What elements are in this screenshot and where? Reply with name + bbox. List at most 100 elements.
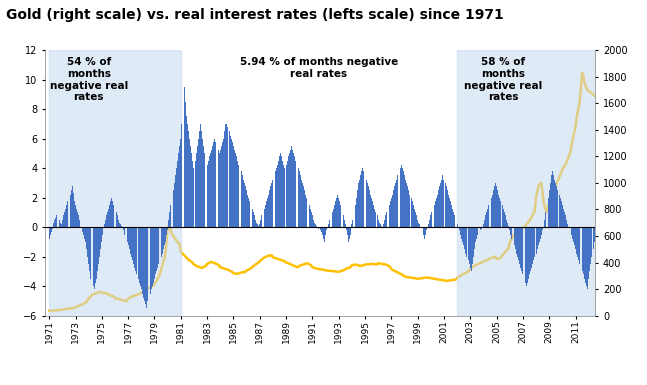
Bar — [121, 226, 122, 227]
Bar — [77, 213, 78, 227]
Bar — [278, 161, 279, 227]
Bar — [78, 215, 80, 227]
Bar — [404, 176, 405, 227]
Bar — [168, 220, 170, 227]
Bar — [561, 201, 562, 227]
Bar — [99, 227, 100, 257]
Bar — [473, 227, 474, 257]
Bar — [441, 180, 442, 227]
Bar — [455, 220, 457, 227]
Bar — [258, 226, 259, 227]
Bar — [192, 161, 193, 227]
Bar — [66, 205, 67, 227]
Bar — [395, 183, 396, 227]
Bar — [269, 190, 270, 227]
Bar — [443, 180, 444, 227]
Bar — [108, 209, 109, 227]
Bar — [232, 142, 233, 227]
Bar — [466, 227, 467, 257]
Bar — [296, 165, 298, 227]
Bar — [349, 227, 350, 239]
Bar — [277, 165, 278, 227]
Bar — [198, 139, 199, 227]
Bar — [366, 180, 367, 227]
Bar — [75, 205, 76, 227]
Bar — [93, 227, 94, 286]
Bar — [301, 180, 302, 227]
Bar — [96, 227, 97, 279]
Bar — [444, 183, 446, 227]
Bar — [87, 227, 88, 257]
Bar — [510, 227, 511, 234]
Bar — [335, 201, 336, 227]
Bar — [141, 227, 142, 289]
Bar — [201, 131, 202, 227]
Bar — [361, 171, 362, 227]
Bar — [587, 227, 588, 289]
Bar — [534, 227, 536, 257]
Bar — [558, 195, 560, 227]
Bar — [594, 227, 595, 242]
Bar — [228, 131, 230, 227]
Bar — [53, 223, 54, 227]
Bar — [531, 227, 532, 268]
Bar — [429, 220, 430, 227]
Bar — [541, 227, 542, 234]
Bar — [281, 156, 282, 227]
Bar — [362, 168, 363, 227]
Bar — [477, 227, 478, 234]
Bar — [211, 151, 212, 227]
Bar — [499, 198, 500, 227]
Bar — [450, 201, 451, 227]
Bar — [49, 50, 181, 316]
Bar — [242, 176, 243, 227]
Bar — [153, 227, 154, 283]
Bar — [307, 201, 309, 227]
Bar — [520, 227, 521, 268]
Bar — [270, 186, 271, 227]
Bar — [187, 124, 188, 227]
Bar — [105, 215, 107, 227]
Bar — [430, 215, 432, 227]
Bar — [235, 153, 236, 227]
Bar — [485, 215, 486, 227]
Bar — [490, 198, 492, 227]
Bar — [326, 227, 327, 230]
Bar — [497, 190, 498, 227]
Bar — [504, 213, 505, 227]
Bar — [392, 195, 393, 227]
Bar — [217, 151, 219, 227]
Bar — [415, 213, 416, 227]
Bar — [472, 227, 473, 264]
Bar — [282, 161, 283, 227]
Bar — [347, 227, 348, 234]
Bar — [261, 215, 263, 227]
Bar — [332, 213, 333, 227]
Bar — [355, 205, 356, 227]
Bar — [597, 227, 598, 231]
Bar — [222, 142, 223, 227]
Bar — [418, 223, 419, 227]
Bar — [324, 227, 325, 242]
Bar — [81, 224, 82, 227]
Bar — [311, 213, 312, 227]
Bar — [556, 186, 557, 227]
Bar — [231, 139, 232, 227]
Bar — [107, 213, 108, 227]
Bar — [233, 146, 234, 227]
Bar — [586, 227, 587, 286]
Bar — [264, 209, 265, 227]
Bar — [244, 183, 245, 227]
Bar — [563, 209, 564, 227]
Bar — [245, 186, 246, 227]
Bar — [449, 198, 450, 227]
Bar — [447, 190, 448, 227]
Bar — [208, 161, 209, 227]
Bar — [59, 220, 60, 227]
Bar — [562, 205, 563, 227]
Bar — [589, 227, 590, 271]
Bar — [177, 161, 178, 227]
Bar — [437, 195, 438, 227]
Bar — [459, 227, 460, 230]
Bar — [373, 205, 374, 227]
